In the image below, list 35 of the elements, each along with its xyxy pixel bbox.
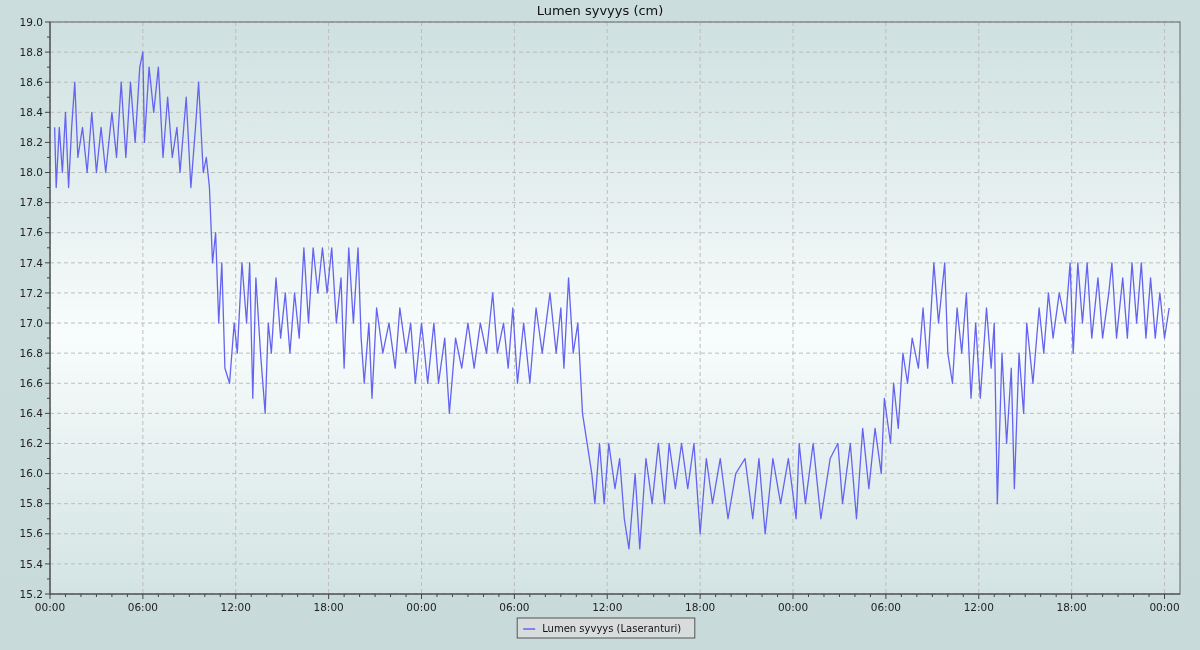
y-tick-label: 17.6 — [19, 226, 44, 239]
y-tick-label: 17.4 — [19, 256, 44, 269]
y-tick-label: 16.8 — [19, 346, 43, 359]
y-tick-label: 18.2 — [19, 136, 43, 149]
y-tick-label: 15.4 — [19, 557, 44, 570]
x-tick-label: 18:00 — [1056, 601, 1087, 613]
x-tick-label: 00:00 — [406, 601, 437, 613]
chart-title: Lumen syvyys (cm) — [536, 3, 664, 18]
y-tick-label: 17.2 — [19, 286, 43, 299]
x-tick-label: 18:00 — [685, 601, 716, 613]
y-tick-label: 18.6 — [19, 75, 44, 88]
x-tick-label: 06:00 — [127, 601, 159, 613]
x-tick-label: 06:00 — [870, 601, 902, 613]
y-tick-label: 15.8 — [19, 497, 43, 510]
x-tick-label: 12:00 — [963, 601, 994, 613]
x-tick-label: 06:00 — [499, 601, 530, 613]
x-tick-label: 12:00 — [220, 601, 251, 613]
y-tick-label: 16.6 — [19, 376, 44, 389]
y-tick-label: 15.6 — [19, 527, 44, 540]
y-tick-label: 17.8 — [19, 196, 43, 209]
y-tick-label: 18.0 — [19, 166, 43, 179]
y-tick-label: 16.0 — [19, 467, 43, 480]
x-tick-label: 00:00 — [34, 601, 66, 613]
y-tick-label: 16.2 — [19, 437, 43, 450]
x-tick-label: 18:00 — [313, 601, 344, 613]
x-tick-label: 12:00 — [592, 601, 623, 613]
y-tick-label: 19.0 — [19, 15, 43, 28]
legend-label: Lumen syvyys (Laseranturi) — [542, 622, 682, 634]
x-tick-label: 00:00 — [1149, 601, 1180, 613]
x-tick-label: 00:00 — [777, 601, 809, 613]
y-tick-label: 18.4 — [19, 105, 44, 118]
y-tick-label: 17.0 — [19, 316, 43, 329]
y-tick-label: 15.2 — [19, 587, 43, 600]
y-tick-label: 16.4 — [19, 407, 44, 420]
y-tick-label: 18.8 — [19, 45, 43, 58]
